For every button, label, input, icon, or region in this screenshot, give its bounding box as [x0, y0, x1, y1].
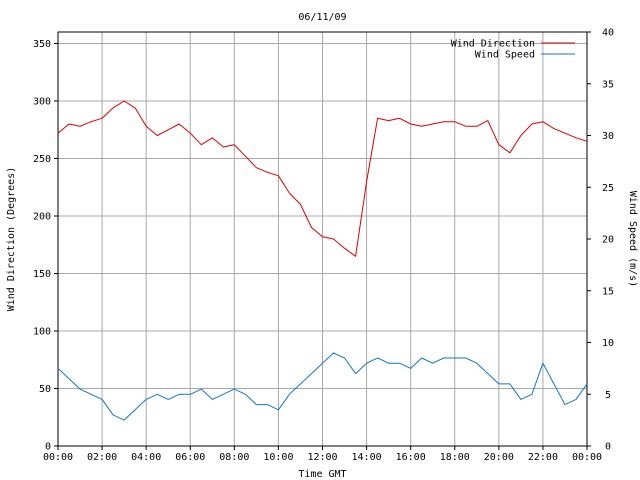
grid-lines [58, 32, 587, 446]
series-line-wind-speed [57, 352, 588, 421]
x-tick-label: 22:00 [528, 452, 558, 463]
y-left-axis-label: Wind Direction (Degrees) [6, 167, 17, 312]
x-tick-label: 18:00 [440, 452, 470, 463]
y-right-axis-ticks: 0 5 10 15 20 25 30 35 40 [587, 28, 614, 453]
x-tick-label: 16:00 [396, 452, 426, 463]
y-left-tick-label: 200 [33, 212, 51, 223]
y-left-tick-label: 300 [33, 97, 51, 108]
y-left-tick-label: 250 [33, 154, 51, 165]
x-tick-label: 00:00 [572, 452, 602, 463]
x-tick-label: 04:00 [131, 452, 161, 463]
y-right-tick-label: 30 [602, 131, 614, 142]
x-axis-ticks: 00:00 02:00 04:00 06:00 08:00 10:00 12:00 14:00… [43, 446, 602, 463]
y-left-tick-label: 350 [33, 39, 51, 50]
y-left-tick-label: 150 [33, 269, 51, 280]
y-right-tick-label: 15 [602, 286, 614, 297]
x-tick-label: 02:00 [87, 452, 117, 463]
x-tick-label: 14:00 [352, 452, 382, 463]
y-right-tick-label: 0 [605, 442, 611, 453]
x-tick-label: 08:00 [219, 452, 249, 463]
legend-label: Wind Direction [451, 39, 535, 50]
y-right-tick-label: 10 [602, 338, 614, 349]
x-tick-label: 10:00 [263, 452, 293, 463]
x-tick-label: 06:00 [175, 452, 205, 463]
y-right-tick-label: 35 [602, 79, 614, 90]
y-right-tick-label: 40 [602, 28, 614, 39]
series-line-wind-direction [57, 100, 588, 257]
x-tick-label: 20:00 [484, 452, 514, 463]
x-tick-label: 00:00 [43, 452, 73, 463]
y-right-axis-label: Wind Speed (m/s) [627, 191, 638, 287]
chart-title: 06/11/09 [298, 12, 346, 23]
y-left-tick-label: 100 [33, 327, 51, 338]
x-tick-label: 12:00 [307, 452, 337, 463]
legend-label: Wind Speed [475, 50, 535, 61]
y-right-tick-label: 25 [602, 183, 614, 194]
y-right-tick-label: 20 [602, 235, 614, 246]
y-left-tick-label: 50 [39, 384, 51, 395]
y-left-tick-label: 0 [45, 442, 51, 453]
x-axis-label: Time GMT [298, 469, 346, 480]
y-right-tick-label: 5 [605, 390, 611, 401]
series-lines [57, 100, 588, 421]
y-left-axis-ticks: 0 50 100 150 200 250 300 350 [33, 39, 58, 453]
